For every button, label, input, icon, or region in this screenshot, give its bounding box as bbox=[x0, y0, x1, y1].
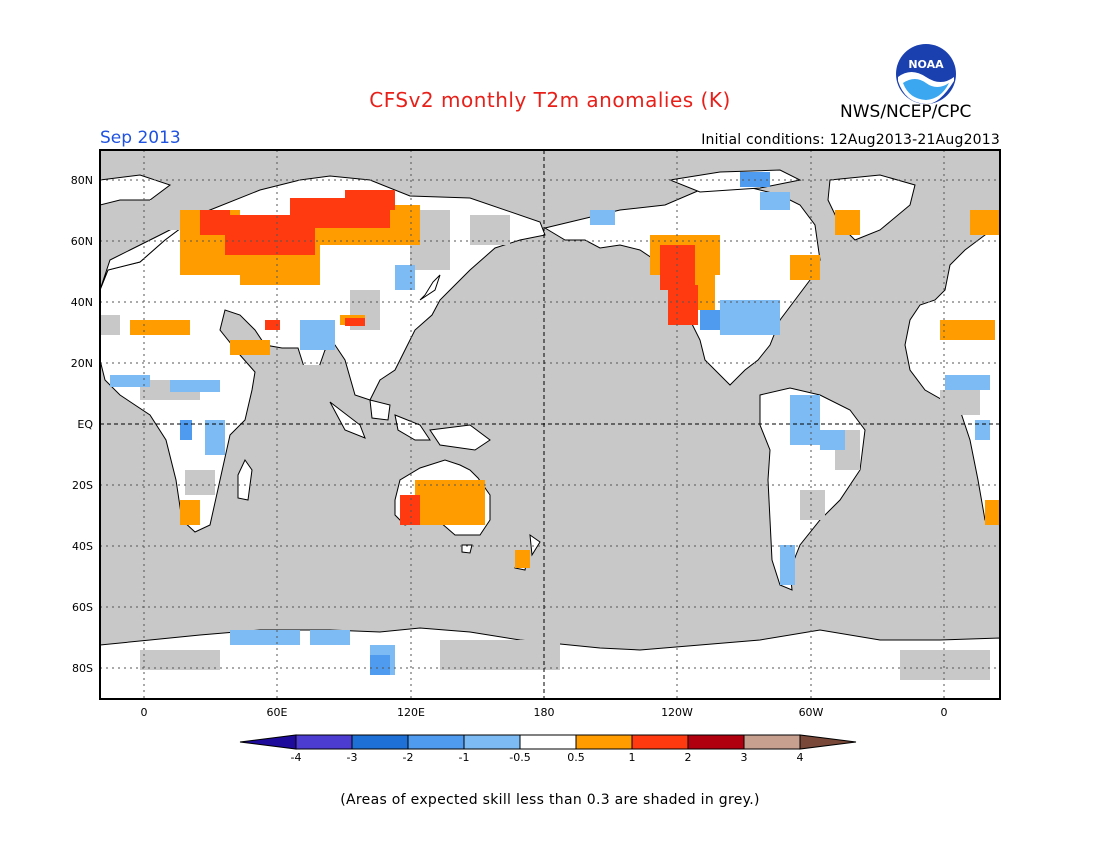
colorbar-label: -3 bbox=[347, 751, 358, 764]
lon-label-120w: 120W bbox=[661, 706, 693, 719]
skill-note: (Areas of expected skill less than 0.3 a… bbox=[340, 792, 760, 808]
strong-cold-anomalies bbox=[180, 172, 770, 675]
colorbar-segment bbox=[407, 734, 465, 750]
lon-label-120e: 120E bbox=[397, 706, 425, 719]
lat-label-80n: 80N bbox=[71, 174, 93, 187]
lat-label-40s: 40S bbox=[72, 540, 93, 553]
colorbar-segment bbox=[351, 734, 409, 750]
colorbar-label: -0.5 bbox=[509, 751, 530, 764]
colorbar-label: -1 bbox=[459, 751, 470, 764]
colorbar-label: 3 bbox=[741, 751, 748, 764]
colorbar-label: -4 bbox=[291, 751, 302, 764]
forecast-month: Sep 2013 bbox=[100, 128, 181, 148]
colorbar-segment bbox=[463, 734, 521, 750]
grid-lines bbox=[100, 150, 1000, 699]
lon-label-0-left: 0 bbox=[141, 706, 148, 719]
noaa-logo: NOAA bbox=[896, 44, 956, 105]
warm-anomalies bbox=[130, 205, 1000, 568]
strong-warm-anomalies bbox=[200, 190, 698, 525]
colorbar-segment bbox=[575, 734, 633, 750]
lat-label-eq: EQ bbox=[77, 418, 93, 431]
lon-label-60w: 60W bbox=[799, 706, 824, 719]
colorbar-label: -2 bbox=[403, 751, 414, 764]
colorbar-label: 0.5 bbox=[567, 751, 585, 764]
colorbar-segment bbox=[687, 734, 745, 750]
colorbar bbox=[239, 734, 857, 750]
colorbar-label: 1 bbox=[629, 751, 636, 764]
logo-text: NOAA bbox=[908, 58, 944, 71]
lat-label-60s: 60S bbox=[72, 601, 93, 614]
lat-label-20s: 20S bbox=[72, 479, 93, 492]
initial-conditions: Initial conditions: 12Aug2013-21Aug2013 bbox=[701, 132, 1000, 148]
colorbar-arrow-low bbox=[239, 734, 297, 750]
colorbar-segment bbox=[519, 734, 577, 750]
lat-label-60n: 60N bbox=[71, 235, 93, 248]
lat-label-80s: 80S bbox=[72, 662, 93, 675]
colorbar-label: 2 bbox=[685, 751, 692, 764]
lon-label-0-right: 0 bbox=[941, 706, 948, 719]
lat-labels: 80N 60N 40N 20N EQ 20S 40S 60S 80S bbox=[71, 174, 94, 675]
agency-label: NWS/NCEP/CPC bbox=[840, 102, 972, 122]
lon-label-60e: 60E bbox=[267, 706, 288, 719]
lat-label-40n: 40N bbox=[71, 296, 93, 309]
land-masses bbox=[100, 169, 1000, 699]
ocean-background bbox=[100, 150, 1000, 699]
lon-labels: 0 60E 120E 180 120W 60W 0 bbox=[141, 706, 948, 719]
colorbar-segment bbox=[631, 734, 689, 750]
lat-label-20n: 20N bbox=[71, 357, 93, 370]
colorbar-segment bbox=[295, 734, 353, 750]
map-title: CFSv2 monthly T2m anomalies (K) bbox=[369, 88, 731, 112]
colorbar-arrow-high bbox=[799, 734, 857, 750]
equator-dateline bbox=[100, 150, 1000, 699]
map-frame bbox=[99, 149, 1001, 700]
colorbar-segment bbox=[743, 734, 801, 750]
colorbar-label: 4 bbox=[797, 751, 804, 764]
lon-label-180: 180 bbox=[534, 706, 555, 719]
colorbar-labels: -4 -3 -2 -1 -0.5 0.5 1 2 3 4 bbox=[291, 751, 804, 764]
cold-anomalies bbox=[110, 192, 990, 675]
low-skill-shading bbox=[100, 200, 990, 680]
